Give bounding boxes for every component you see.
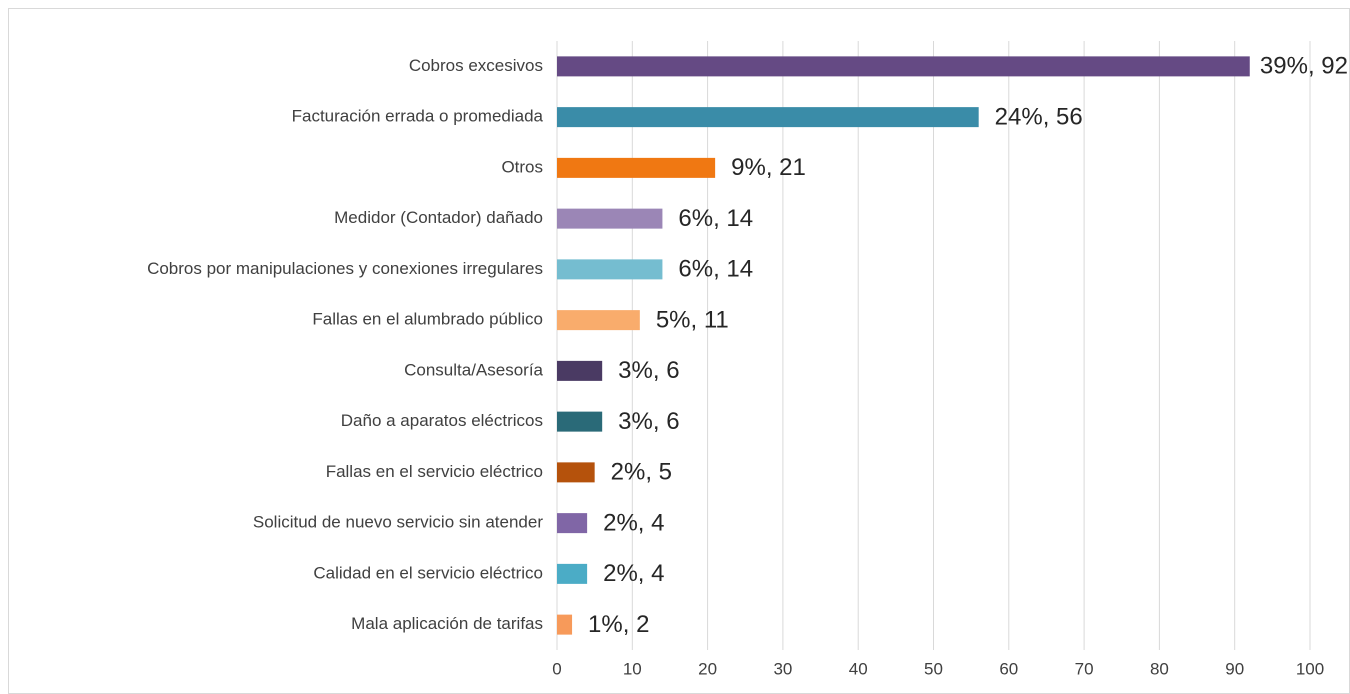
y-tick-label: Fallas en el alumbrado público: [312, 310, 543, 329]
y-tick-label: Fallas en el servicio eléctrico: [326, 462, 543, 481]
x-tick-label: 10: [623, 659, 642, 678]
bar: [557, 513, 588, 534]
x-tick-label: 60: [999, 659, 1018, 678]
x-tick-label: 70: [1075, 659, 1094, 678]
bar: [557, 259, 663, 280]
bar: [557, 563, 588, 584]
x-tick-label: 30: [773, 659, 792, 678]
y-tick-label: Mala aplicación de tarifas: [351, 614, 543, 633]
value-label: 9%, 21: [731, 154, 806, 181]
bar: [557, 310, 640, 331]
bar: [557, 208, 663, 229]
y-tick-label: Consulta/Asesoría: [404, 360, 543, 379]
x-tick-label: 20: [698, 659, 717, 678]
value-label: 6%, 14: [678, 205, 753, 232]
value-label: 24%, 56: [995, 103, 1083, 130]
y-tick-label: Facturación errada o promediada: [292, 107, 544, 126]
value-label: 2%, 4: [603, 560, 664, 587]
x-tick-label: 50: [924, 659, 943, 678]
x-tick-label: 0: [552, 659, 561, 678]
x-tick-label: 90: [1225, 659, 1244, 678]
x-tick-label: 100: [1296, 659, 1324, 678]
y-tick-label: Calidad en el servicio eléctrico: [313, 563, 543, 582]
y-tick-label: Daño a aparatos eléctricos: [341, 411, 543, 430]
value-label: 1%, 2: [588, 611, 649, 638]
y-tick-label: Medidor (Contador) dañado: [334, 208, 543, 227]
value-label: 39%, 92: [1260, 53, 1348, 80]
value-label: 2%, 5: [611, 459, 672, 486]
value-label: 6%, 14: [678, 256, 753, 283]
bar: [557, 614, 573, 635]
value-label: 2%, 4: [603, 509, 664, 536]
x-tick-label: 80: [1150, 659, 1169, 678]
bar: [557, 107, 979, 128]
y-tick-label: Otros: [501, 157, 543, 176]
bar: [557, 411, 603, 432]
y-tick-label: Cobros excesivos: [409, 56, 543, 75]
bar: [557, 157, 716, 178]
value-label: 3%, 6: [618, 408, 679, 435]
x-tick-label: 40: [849, 659, 868, 678]
bar: [557, 360, 603, 381]
y-tick-label: Cobros por manipulaciones y conexiones i…: [147, 259, 543, 278]
bar: [557, 462, 595, 483]
y-tick-label: Solicitud de nuevo servicio sin atender: [253, 513, 543, 532]
value-label: 5%, 11: [656, 306, 729, 333]
bar: [557, 56, 1250, 77]
value-label: 3%, 6: [618, 357, 679, 384]
